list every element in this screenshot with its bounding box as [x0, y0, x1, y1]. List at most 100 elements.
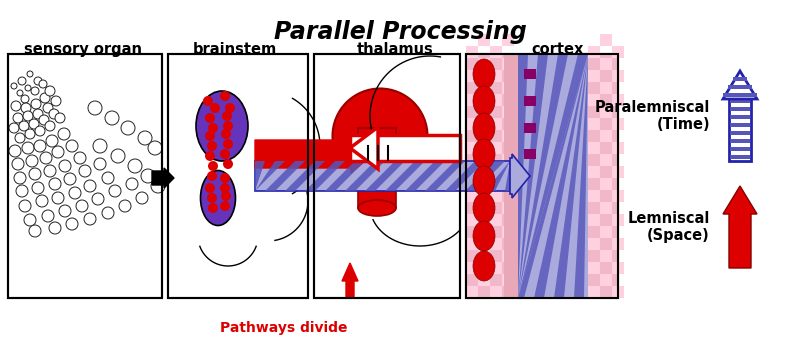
Bar — [466, 286, 478, 298]
Circle shape — [45, 86, 55, 96]
Ellipse shape — [473, 86, 495, 116]
Circle shape — [102, 207, 114, 219]
Circle shape — [205, 131, 215, 141]
Bar — [490, 70, 502, 82]
Bar — [600, 274, 612, 286]
Bar — [490, 118, 502, 130]
Circle shape — [208, 123, 218, 133]
Bar — [600, 202, 612, 214]
Circle shape — [221, 191, 231, 201]
Ellipse shape — [358, 200, 396, 216]
Bar — [588, 190, 600, 202]
Polygon shape — [465, 161, 505, 191]
Text: Pathways divide: Pathways divide — [220, 321, 348, 335]
Circle shape — [46, 135, 58, 147]
Bar — [490, 142, 502, 154]
Circle shape — [27, 71, 33, 77]
Circle shape — [34, 140, 46, 152]
Bar — [730, 123, 750, 127]
Bar — [588, 94, 600, 106]
Circle shape — [210, 103, 220, 113]
Circle shape — [11, 83, 17, 89]
Bar — [730, 115, 750, 119]
Bar — [612, 238, 624, 250]
Polygon shape — [518, 54, 588, 298]
Bar — [490, 46, 502, 58]
Ellipse shape — [333, 89, 427, 183]
Circle shape — [128, 159, 142, 173]
Circle shape — [9, 145, 21, 157]
Circle shape — [207, 171, 217, 181]
Bar — [168, 54, 308, 298]
Circle shape — [205, 113, 215, 123]
Bar — [466, 94, 478, 106]
Bar — [168, 54, 308, 298]
Polygon shape — [518, 54, 588, 298]
Polygon shape — [518, 54, 588, 298]
Polygon shape — [350, 127, 378, 169]
Circle shape — [31, 87, 39, 95]
Circle shape — [42, 210, 54, 222]
Bar — [478, 178, 490, 190]
Circle shape — [40, 93, 50, 103]
FancyArrow shape — [255, 135, 373, 173]
Bar — [524, 69, 536, 79]
FancyArrow shape — [152, 168, 174, 188]
Text: Paralemniscal
(Time): Paralemniscal (Time) — [594, 100, 710, 132]
Circle shape — [31, 99, 41, 109]
Circle shape — [64, 173, 76, 185]
Circle shape — [12, 158, 24, 170]
Circle shape — [35, 126, 45, 136]
Bar — [490, 262, 502, 274]
Circle shape — [119, 200, 131, 212]
Circle shape — [121, 121, 135, 135]
Circle shape — [207, 141, 217, 151]
Bar — [478, 34, 490, 46]
Polygon shape — [305, 161, 345, 191]
Polygon shape — [255, 161, 265, 191]
Circle shape — [44, 165, 56, 177]
Bar — [466, 262, 478, 274]
Circle shape — [24, 214, 36, 226]
Circle shape — [208, 161, 218, 171]
Polygon shape — [518, 54, 588, 298]
Bar — [490, 286, 502, 298]
Circle shape — [205, 183, 215, 193]
Bar — [502, 178, 514, 190]
Bar — [502, 154, 514, 166]
Circle shape — [18, 77, 26, 85]
Bar — [466, 238, 478, 250]
Bar — [490, 94, 502, 106]
Circle shape — [17, 90, 23, 96]
Circle shape — [205, 151, 215, 161]
Circle shape — [52, 146, 64, 158]
Polygon shape — [425, 161, 465, 191]
Circle shape — [40, 152, 52, 164]
Bar — [478, 154, 490, 166]
Bar — [600, 82, 612, 94]
Polygon shape — [518, 54, 588, 298]
Bar — [588, 238, 600, 250]
Bar — [600, 130, 612, 142]
Circle shape — [207, 193, 217, 203]
Bar — [502, 202, 514, 214]
Bar — [612, 262, 624, 274]
Circle shape — [88, 101, 102, 115]
Bar — [612, 286, 624, 298]
Bar — [350, 135, 460, 161]
Bar — [612, 166, 624, 178]
Bar — [588, 142, 600, 154]
Circle shape — [39, 80, 47, 88]
Circle shape — [84, 180, 96, 192]
Bar — [612, 94, 624, 106]
Ellipse shape — [473, 113, 495, 143]
Bar — [466, 166, 478, 178]
Bar — [600, 178, 612, 190]
Circle shape — [79, 165, 91, 177]
Text: brainstem: brainstem — [193, 42, 277, 57]
Circle shape — [105, 111, 119, 125]
Bar — [502, 226, 514, 238]
Bar — [612, 46, 624, 58]
Circle shape — [220, 173, 230, 183]
Polygon shape — [405, 161, 445, 191]
